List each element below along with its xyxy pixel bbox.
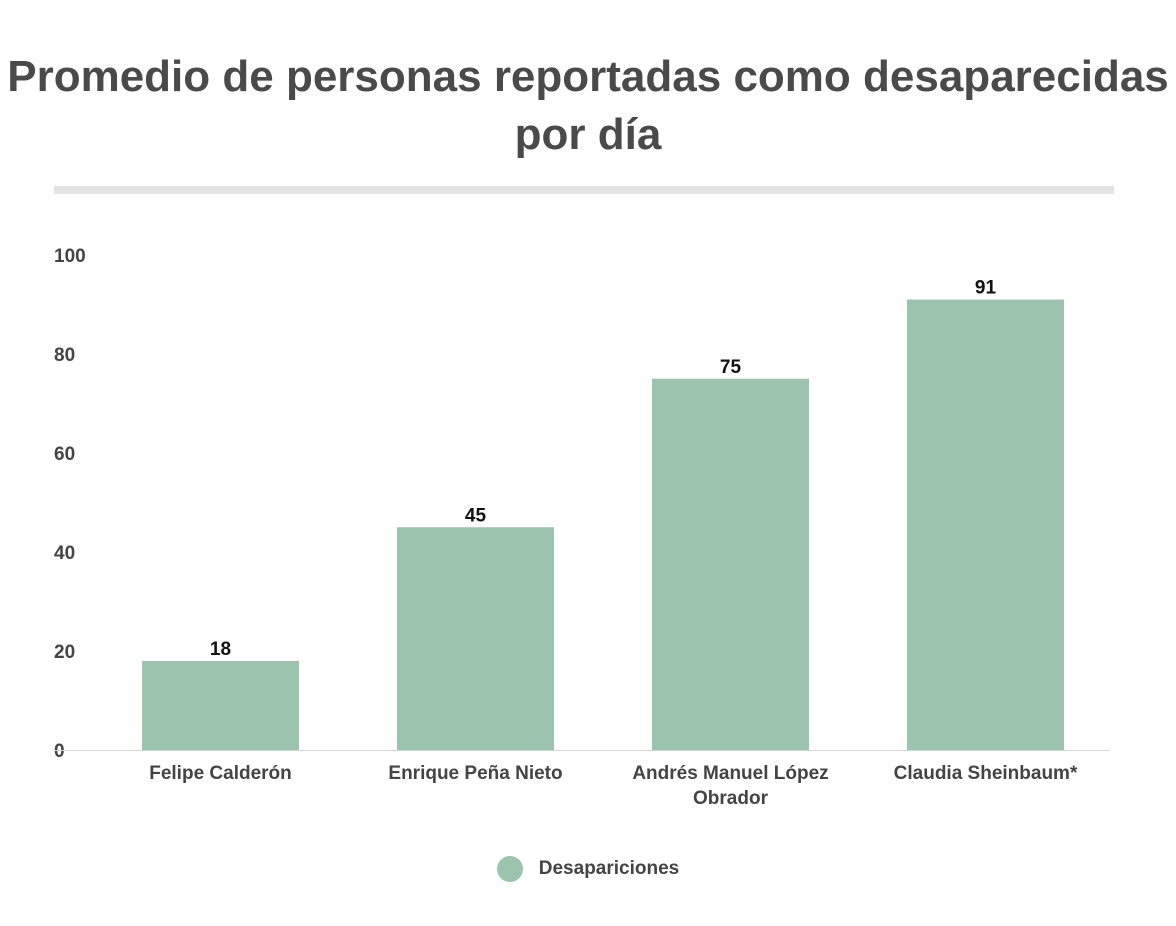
y-tick-label: 60 (54, 444, 75, 465)
legend-swatch (496, 856, 523, 882)
data-label: 18 (210, 639, 231, 660)
chart-title: Promedio de personas reportadas como des… (7, 52, 1169, 159)
x-tick-label: Enrique Peña Nieto (388, 763, 562, 784)
x-axis: Felipe Calderón Enrique Peña Nieto Andrés … (149, 763, 1078, 809)
bar (652, 378, 809, 750)
y-tick-label: 20 (54, 642, 75, 663)
y-tick-label: 80 (54, 345, 75, 366)
y-axis: 0 20 40 60 80 100 (54, 246, 1110, 762)
bar (907, 299, 1064, 750)
x-tick-label: Claudia Sheinbaum* (894, 763, 1078, 784)
x-tick-label: Andrés Manuel López (632, 763, 828, 784)
x-tick-label: Felipe Calderón (149, 763, 292, 784)
y-tick-label: 0 (54, 741, 65, 762)
y-tick-label: 100 (54, 246, 86, 267)
bars: 18 45 75 91 (142, 278, 1064, 750)
x-tick-label: Obrador (693, 788, 769, 809)
data-label: 75 (720, 357, 742, 378)
y-tick-label: 40 (54, 543, 75, 564)
bar (397, 527, 554, 750)
data-label: 91 (975, 278, 997, 299)
data-label: 45 (465, 505, 487, 526)
bar (142, 660, 299, 750)
legend-label: Desapariciones (538, 858, 680, 879)
title-divider (54, 186, 1114, 194)
legend: Desapariciones (0, 856, 1176, 882)
